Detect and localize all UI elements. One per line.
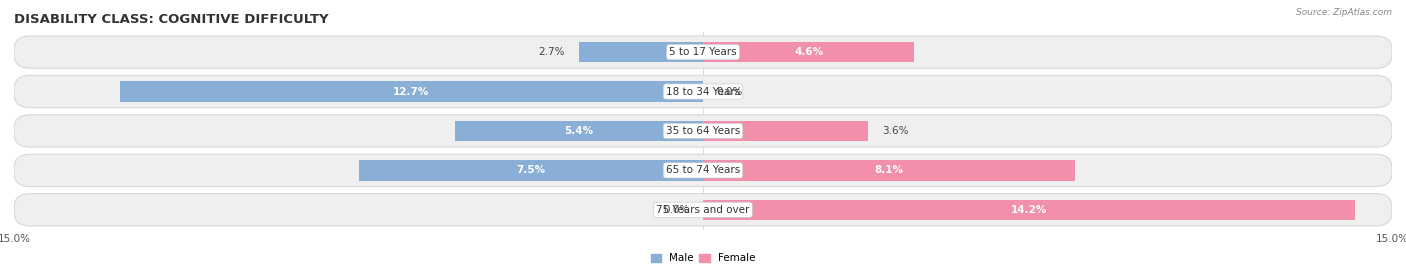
Bar: [359, 160, 703, 181]
Text: 8.1%: 8.1%: [875, 165, 904, 176]
Text: 12.7%: 12.7%: [394, 86, 430, 97]
Bar: [703, 42, 914, 62]
Text: 5 to 17 Years: 5 to 17 Years: [669, 47, 737, 57]
Text: Source: ZipAtlas.com: Source: ZipAtlas.com: [1296, 8, 1392, 17]
Bar: [703, 200, 1355, 220]
FancyBboxPatch shape: [14, 36, 1392, 68]
Text: 18 to 34 Years: 18 to 34 Years: [666, 86, 740, 97]
Text: 75 Years and over: 75 Years and over: [657, 205, 749, 215]
Text: 3.6%: 3.6%: [882, 126, 908, 136]
Bar: [456, 121, 703, 141]
Text: 4.6%: 4.6%: [794, 47, 823, 57]
FancyBboxPatch shape: [14, 115, 1392, 147]
Text: 65 to 74 Years: 65 to 74 Years: [666, 165, 740, 176]
FancyBboxPatch shape: [14, 154, 1392, 187]
Text: 7.5%: 7.5%: [516, 165, 546, 176]
FancyBboxPatch shape: [14, 75, 1392, 108]
Text: 0.0%: 0.0%: [664, 205, 689, 215]
Text: 0.0%: 0.0%: [717, 86, 742, 97]
Bar: [703, 121, 869, 141]
Bar: [579, 42, 703, 62]
Text: DISABILITY CLASS: COGNITIVE DIFFICULTY: DISABILITY CLASS: COGNITIVE DIFFICULTY: [14, 13, 329, 26]
Text: 2.7%: 2.7%: [538, 47, 565, 57]
Bar: [120, 81, 703, 102]
FancyBboxPatch shape: [14, 194, 1392, 226]
Text: 14.2%: 14.2%: [1011, 205, 1047, 215]
Text: 5.4%: 5.4%: [564, 126, 593, 136]
Legend: Male, Female: Male, Female: [647, 249, 759, 268]
Text: 35 to 64 Years: 35 to 64 Years: [666, 126, 740, 136]
Bar: [703, 160, 1076, 181]
